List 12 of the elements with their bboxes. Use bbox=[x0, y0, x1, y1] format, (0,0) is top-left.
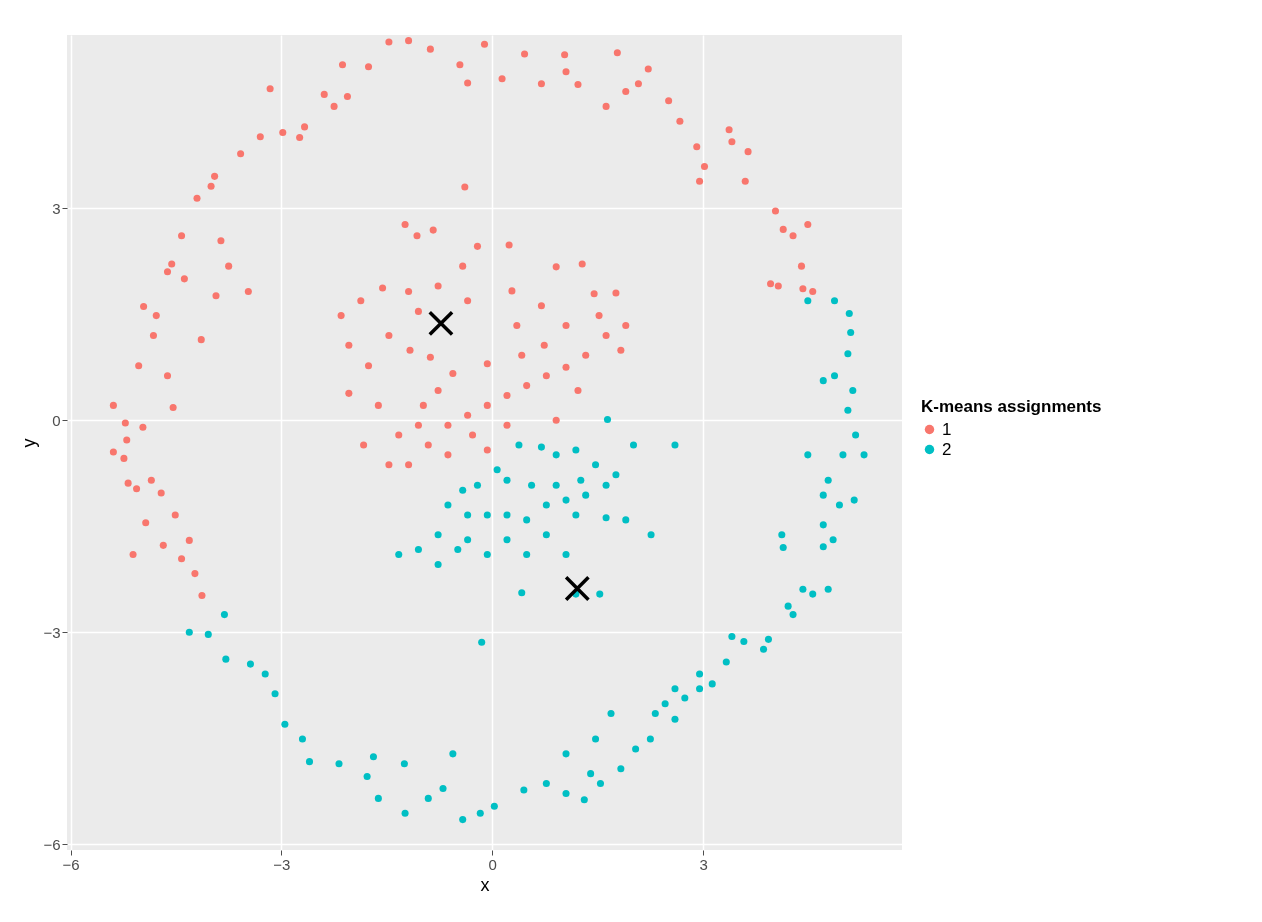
y-tick-label: 3 bbox=[52, 199, 61, 217]
y-tick-label: −3 bbox=[43, 623, 61, 641]
x-tick-label: 3 bbox=[699, 855, 708, 873]
y-tick-label: −6 bbox=[43, 835, 61, 853]
x-tick-label: 0 bbox=[488, 855, 497, 873]
legend-label: 1 bbox=[942, 419, 952, 439]
legend-title: K-means assignments bbox=[921, 397, 1102, 416]
legend-label: 2 bbox=[942, 439, 952, 459]
y-tick-label: 0 bbox=[52, 411, 61, 429]
x-axis-title: x bbox=[480, 874, 490, 895]
x-tick-label: −3 bbox=[273, 855, 291, 873]
y-axis-title: y bbox=[19, 438, 40, 448]
